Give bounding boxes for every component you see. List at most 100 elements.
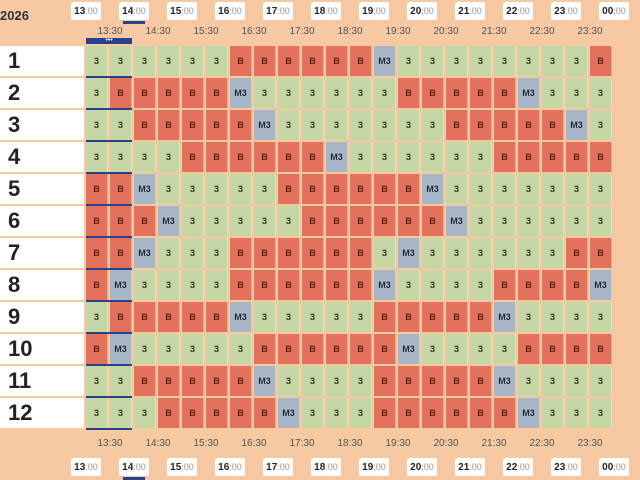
schedule-cell[interactable]: B — [326, 206, 348, 236]
schedule-cell[interactable]: B — [278, 238, 300, 268]
schedule-cell[interactable]: B — [374, 302, 396, 332]
schedule-cell[interactable]: 3 — [470, 270, 492, 300]
schedule-cell[interactable]: B — [230, 142, 252, 172]
schedule-cell[interactable]: B — [134, 110, 156, 140]
schedule-cell[interactable]: 3 — [206, 334, 228, 364]
schedule-cell[interactable]: 3 — [110, 366, 132, 396]
schedule-cell[interactable]: M3 — [398, 334, 420, 364]
schedule-cell[interactable]: 3 — [590, 206, 612, 236]
schedule-cell[interactable]: B — [446, 302, 468, 332]
schedule-cell[interactable]: M3 — [134, 174, 156, 204]
schedule-cell[interactable]: 3 — [110, 142, 132, 172]
schedule-cell[interactable]: B — [470, 302, 492, 332]
schedule-cell[interactable]: M3 — [230, 78, 252, 108]
schedule-cell[interactable]: B — [206, 142, 228, 172]
schedule-cell[interactable]: 3 — [422, 142, 444, 172]
schedule-cell[interactable]: 3 — [278, 302, 300, 332]
schedule-cell[interactable]: 3 — [350, 302, 372, 332]
schedule-cell[interactable]: 3 — [518, 46, 540, 76]
schedule-cell[interactable]: 3 — [542, 398, 564, 428]
schedule-cell[interactable]: M3 — [254, 366, 276, 396]
schedule-cell[interactable]: B — [398, 206, 420, 236]
schedule-cell[interactable]: B — [230, 270, 252, 300]
schedule-cell[interactable]: M3 — [446, 206, 468, 236]
schedule-cell[interactable]: B — [278, 46, 300, 76]
schedule-cell[interactable]: B — [494, 110, 516, 140]
schedule-cell[interactable]: B — [350, 238, 372, 268]
schedule-cell[interactable]: M3 — [158, 206, 180, 236]
schedule-cell[interactable]: 3 — [470, 46, 492, 76]
schedule-cell[interactable]: B — [158, 110, 180, 140]
schedule-cell[interactable]: B — [86, 334, 108, 364]
schedule-cell[interactable]: 3 — [542, 206, 564, 236]
schedule-cell[interactable]: B — [230, 366, 252, 396]
schedule-cell[interactable]: 3 — [230, 206, 252, 236]
schedule-cell[interactable]: B — [350, 334, 372, 364]
schedule-cell[interactable]: 3 — [86, 46, 108, 76]
schedule-cell[interactable]: 3 — [302, 302, 324, 332]
schedule-cell[interactable]: 3 — [566, 398, 588, 428]
schedule-cell[interactable]: B — [446, 110, 468, 140]
schedule-cell[interactable]: 3 — [494, 206, 516, 236]
schedule-cell[interactable]: 3 — [446, 270, 468, 300]
schedule-cell[interactable]: 3 — [326, 302, 348, 332]
schedule-cell[interactable]: M3 — [518, 398, 540, 428]
schedule-cell[interactable]: M3 — [566, 110, 588, 140]
schedule-cell[interactable]: B — [446, 78, 468, 108]
schedule-cell[interactable]: 3 — [158, 270, 180, 300]
schedule-cell[interactable]: 3 — [590, 302, 612, 332]
schedule-cell[interactable]: 3 — [86, 398, 108, 428]
schedule-cell[interactable]: B — [302, 270, 324, 300]
schedule-cell[interactable]: B — [158, 398, 180, 428]
schedule-cell[interactable]: 3 — [326, 78, 348, 108]
schedule-cell[interactable]: B — [374, 174, 396, 204]
schedule-cell[interactable]: 3 — [158, 334, 180, 364]
schedule-cell[interactable]: B — [494, 398, 516, 428]
schedule-cell[interactable]: 3 — [590, 110, 612, 140]
schedule-cell[interactable]: M3 — [278, 398, 300, 428]
schedule-cell[interactable]: 3 — [446, 334, 468, 364]
schedule-cell[interactable]: B — [422, 78, 444, 108]
schedule-cell[interactable]: 3 — [254, 78, 276, 108]
schedule-cell[interactable]: B — [182, 78, 204, 108]
schedule-cell[interactable]: B — [374, 206, 396, 236]
schedule-cell[interactable]: 3 — [518, 206, 540, 236]
schedule-cell[interactable]: 3 — [542, 302, 564, 332]
schedule-cell[interactable]: 3 — [470, 334, 492, 364]
schedule-cell[interactable]: 3 — [470, 174, 492, 204]
schedule-cell[interactable]: 3 — [254, 302, 276, 332]
schedule-cell[interactable]: 3 — [470, 142, 492, 172]
schedule-cell[interactable]: B — [278, 270, 300, 300]
schedule-cell[interactable]: B — [278, 142, 300, 172]
schedule-cell[interactable]: 3 — [278, 110, 300, 140]
schedule-cell[interactable]: B — [86, 238, 108, 268]
schedule-cell[interactable]: B — [470, 398, 492, 428]
schedule-cell[interactable]: B — [302, 238, 324, 268]
schedule-cell[interactable]: 3 — [542, 46, 564, 76]
schedule-cell[interactable]: 3 — [206, 46, 228, 76]
schedule-cell[interactable]: 3 — [590, 78, 612, 108]
schedule-cell[interactable]: 3 — [494, 334, 516, 364]
schedule-cell[interactable]: B — [254, 238, 276, 268]
schedule-cell[interactable]: 3 — [446, 238, 468, 268]
schedule-cell[interactable]: B — [86, 174, 108, 204]
schedule-cell[interactable]: B — [254, 334, 276, 364]
schedule-cell[interactable]: 3 — [374, 78, 396, 108]
schedule-cell[interactable]: B — [590, 238, 612, 268]
schedule-cell[interactable]: 3 — [254, 174, 276, 204]
schedule-cell[interactable]: B — [134, 78, 156, 108]
schedule-cell[interactable]: M3 — [422, 174, 444, 204]
schedule-cell[interactable]: B — [230, 46, 252, 76]
schedule-cell[interactable]: B — [470, 110, 492, 140]
schedule-cell[interactable]: B — [422, 398, 444, 428]
schedule-cell[interactable]: 3 — [206, 238, 228, 268]
schedule-cell[interactable]: 3 — [110, 398, 132, 428]
schedule-cell[interactable]: B — [206, 398, 228, 428]
schedule-cell[interactable]: 3 — [422, 110, 444, 140]
schedule-cell[interactable]: M3 — [590, 270, 612, 300]
schedule-cell[interactable]: 3 — [134, 270, 156, 300]
schedule-cell[interactable]: 3 — [86, 110, 108, 140]
schedule-cell[interactable]: 3 — [590, 174, 612, 204]
schedule-cell[interactable]: B — [350, 270, 372, 300]
schedule-cell[interactable]: M3 — [254, 110, 276, 140]
